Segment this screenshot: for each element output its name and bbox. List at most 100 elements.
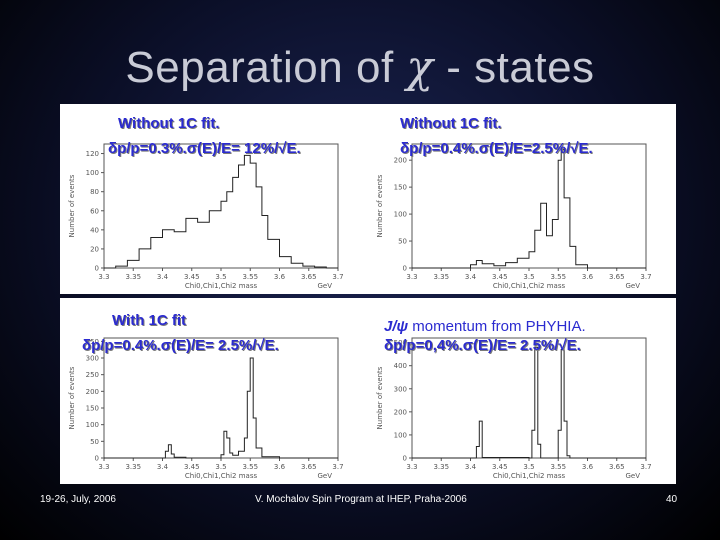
y-tick-label: 0	[95, 455, 99, 463]
x-tick-label: 3.5	[215, 273, 226, 281]
y-axis-label: Number of events	[376, 174, 384, 237]
x-tick-label: 3.55	[242, 463, 258, 471]
x-tick-label: 3.5	[215, 463, 226, 471]
y-tick-label: 40	[90, 226, 99, 234]
panel-4-caption-line1-text: momentum from PHYHIA.	[408, 318, 586, 335]
x-tick-label: 3.4	[465, 463, 477, 471]
histogram-panel-1: 0 20 40 60 80 100 120 3.3 3.35 3.4 3.45 3.5 3.55 3.6 3…	[60, 104, 368, 294]
x-tick-label: 3.65	[301, 463, 317, 471]
y-tick-label: 100	[86, 169, 99, 177]
y-tick-label: 200	[86, 388, 99, 396]
y-tick-label: 100	[86, 421, 99, 429]
x-tick-label: 3.35	[433, 273, 449, 281]
y-tick-label: 350	[86, 338, 99, 346]
y-tick-label: 300	[394, 385, 407, 393]
panel-2-caption-line1: Without 1C fit.	[400, 115, 502, 132]
panel-1-caption: Without 1C fit. δp/p=0.3%.σ(E)/E= 12%/√E…	[108, 115, 301, 157]
histogram-series	[104, 357, 338, 459]
y-tick-label: 20	[90, 245, 99, 253]
histogram-panel-4: 0 100 200 300 400 500 3.3 3.35 3.4 3.45 3.5 3.55 3.6…	[368, 298, 676, 484]
plot-frame	[411, 143, 647, 269]
x-tick-label: 3.35	[433, 463, 449, 471]
x-tick-label: 3.65	[301, 273, 317, 281]
histogram-panel-2: 0 50 100 150 200 3.3 3.35 3.4 3.45 3.5 3.55 3.6 3.65…	[368, 104, 676, 294]
panel-3-caption-line2: δp/p=0.4%.σ(E)/E= 2.5%/√E.	[82, 337, 279, 354]
x-tick-label: 3.6	[582, 273, 594, 281]
x-tick-label: 3.7	[332, 463, 343, 471]
y-tick-label: 0	[403, 455, 407, 463]
plot-frame	[103, 337, 339, 459]
y-tick-label: 0	[95, 265, 99, 273]
x-tick-label: 3.5	[523, 463, 534, 471]
y-axis-label: Number of events	[68, 174, 76, 237]
x-tick-label: 3.4	[157, 463, 169, 471]
x-tick-label: 3.55	[550, 273, 566, 281]
y-tick-label: 80	[90, 188, 99, 196]
panel-4-caption-psi: J/ψ	[384, 318, 409, 335]
x-tick-label: 3.3	[406, 463, 417, 471]
y-tick-label: 50	[90, 438, 99, 446]
footer-page-number: 40	[666, 494, 678, 505]
x-axis-label: Chi0,Chi1,Chi2 mass	[185, 472, 258, 480]
panel-4-caption-line1: J/ψ momentum from PHYHIA.	[384, 318, 586, 335]
slide-title: Separation of χ - states	[0, 42, 720, 93]
histogram-chart-1: 0 20 40 60 80 100 120 3.3 3.35 3.4 3.45 3.5 3.55 3.6 3…	[68, 143, 344, 290]
panel-2-caption-line2: δp/p=0.4%.σ(E)/E=2.5%/√E.	[400, 140, 593, 157]
x-tick-label: 3.6	[274, 273, 286, 281]
title-suffix: - states	[433, 43, 595, 92]
x-axis-label: Chi0,Chi1,Chi2 mass	[493, 472, 566, 480]
histogram-series	[104, 154, 338, 269]
x-tick-label: 3.4	[465, 273, 477, 281]
x-tick-label: 3.4	[157, 273, 169, 281]
panel-2-caption: Without 1C fit. δp/p=0.4%.σ(E)/E=2.5%/√E…	[400, 115, 593, 157]
y-tick-label: 150	[86, 405, 99, 413]
x-tick-label: 3.3	[98, 463, 109, 471]
y-tick-label: 300	[86, 355, 99, 363]
histogram-chart-3: 0 50 100 150 200 250 300 350 3.3 3.35 3.4 3.45 3.5 3.…	[68, 337, 344, 480]
x-axis-unit: GeV	[625, 472, 640, 480]
y-tick-label: 150	[394, 184, 407, 192]
x-axis-label: Chi0,Chi1,Chi2 mass	[493, 282, 566, 290]
x-tick-label: 3.45	[492, 273, 508, 281]
title-chi-symbol: χ	[406, 42, 434, 93]
plot-frame	[411, 337, 647, 459]
y-tick-label: 200	[394, 157, 407, 165]
x-axis-unit: GeV	[317, 282, 332, 290]
histogram-series	[412, 148, 646, 269]
histogram-chart-4: 0 100 200 300 400 500 3.3 3.35 3.4 3.45 3.5 3.55 3.6…	[376, 337, 652, 480]
x-tick-label: 3.6	[274, 463, 286, 471]
y-axis-label: Number of events	[68, 366, 76, 429]
y-tick-label: 400	[394, 362, 407, 370]
x-tick-label: 3.35	[125, 463, 141, 471]
x-tick-label: 3.55	[242, 273, 258, 281]
x-tick-label: 3.3	[406, 273, 417, 281]
y-tick-label: 0	[403, 265, 407, 273]
histogram-panel-3: 0 50 100 150 200 250 300 350 3.3 3.35 3.4 3.45 3.5 3.…	[60, 298, 368, 484]
panel-4-caption: J/ψ momentum from PHYHIA. δp/p=0,4%.σ(E)…	[384, 318, 586, 354]
y-tick-label: 50	[398, 238, 407, 246]
y-axis-label: Number of events	[376, 366, 384, 429]
panel-1-caption-line2: δp/p=0.3%.σ(E)/E= 12%/√E.	[108, 140, 301, 157]
y-tick-label: 60	[90, 207, 99, 215]
y-tick-label: 500	[394, 339, 407, 347]
x-tick-label: 3.45	[184, 463, 200, 471]
y-tick-label: 200	[394, 408, 407, 416]
panel-1-caption-line1: Without 1C fit.	[118, 115, 220, 132]
x-tick-label: 3.3	[98, 273, 109, 281]
x-tick-label: 3.45	[184, 273, 200, 281]
y-tick-label: 100	[394, 211, 407, 219]
y-tick-label: 120	[86, 150, 99, 158]
x-tick-label: 3.7	[640, 273, 651, 281]
footer-center: V. Mochalov Spin Program at IHEP, Praha-…	[255, 494, 467, 505]
histogram-series	[412, 346, 646, 459]
panel-4-caption-line2: δp/p=0,4%.σ(E)/E= 2.5%/√E.	[384, 337, 581, 354]
x-tick-label: 3.45	[492, 463, 508, 471]
x-tick-label: 3.65	[609, 463, 625, 471]
y-tick-label: 100	[394, 431, 407, 439]
x-tick-label: 3.6	[582, 463, 594, 471]
footer-date: 19-26, July, 2006	[40, 494, 116, 505]
x-tick-label: 3.65	[609, 273, 625, 281]
x-axis-unit: GeV	[625, 282, 640, 290]
x-axis-label: Chi0,Chi1,Chi2 mass	[185, 282, 258, 290]
y-tick-label: 250	[86, 371, 99, 379]
